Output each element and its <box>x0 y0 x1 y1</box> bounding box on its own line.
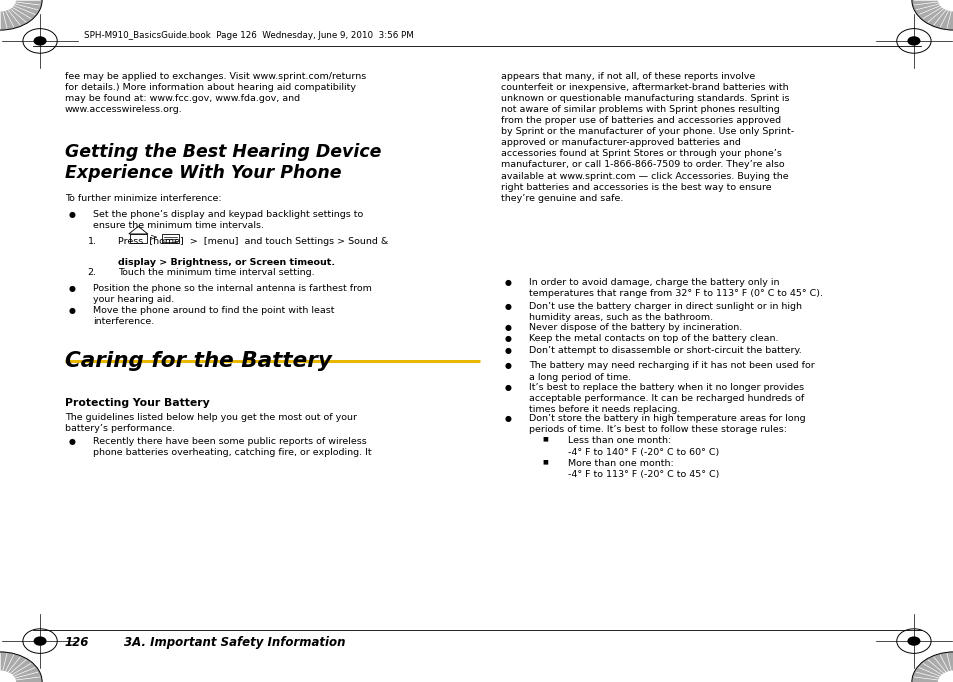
Text: ●: ● <box>69 210 75 219</box>
Circle shape <box>0 0 42 30</box>
Text: SPH-M910_BasicsGuide.book  Page 126  Wednesday, June 9, 2010  3:56 PM: SPH-M910_BasicsGuide.book Page 126 Wedne… <box>84 31 414 40</box>
Text: More than one month:
-4° F to 113° F (-20° C to 45° C): More than one month: -4° F to 113° F (-2… <box>567 459 719 479</box>
Text: 1.: 1. <box>88 237 96 246</box>
Text: ●: ● <box>504 334 511 343</box>
Text: The guidelines listed below help you get the most out of your
battery’s performa: The guidelines listed below help you get… <box>65 413 356 433</box>
Text: The battery may need recharging if it has not been used for
a long period of tim: The battery may need recharging if it ha… <box>529 361 815 381</box>
Text: Touch the minimum time interval setting.: Touch the minimum time interval setting. <box>118 268 314 277</box>
Text: ■: ■ <box>542 436 548 441</box>
Text: >: > <box>150 232 157 241</box>
Text: Move the phone around to find the point with least
interference.: Move the phone around to find the point … <box>93 306 335 326</box>
Text: ●: ● <box>504 383 511 392</box>
Bar <box>162 234 179 243</box>
Text: 126: 126 <box>65 636 90 649</box>
Text: Set the phone’s display and keypad backlight settings to
ensure the minimum time: Set the phone’s display and keypad backl… <box>93 210 363 230</box>
Text: Don’t attempt to disassemble or short-circuit the battery.: Don’t attempt to disassemble or short-ci… <box>529 346 801 355</box>
Text: fee may be applied to exchanges. Visit www.sprint.com/returns
for details.) More: fee may be applied to exchanges. Visit w… <box>65 72 366 114</box>
Text: Getting the Best Hearing Device
Experience With Your Phone: Getting the Best Hearing Device Experien… <box>65 143 381 182</box>
Bar <box>130 234 147 243</box>
Text: ●: ● <box>504 302 511 311</box>
Text: display > Brightness, or Screen timeout.: display > Brightness, or Screen timeout. <box>118 258 335 267</box>
Text: appears that many, if not all, of these reports involve
counterfeit or inexpensi: appears that many, if not all, of these … <box>500 72 793 203</box>
Text: Position the phone so the internal antenna is farthest from
your hearing aid.: Position the phone so the internal anten… <box>93 284 372 304</box>
Text: Recently there have been some public reports of wireless
phone batteries overhea: Recently there have been some public rep… <box>93 437 372 457</box>
Text: Keep the metal contacts on top of the battery clean.: Keep the metal contacts on top of the ba… <box>529 334 779 343</box>
Text: In order to avoid damage, charge the battery only in
temperatures that range fro: In order to avoid damage, charge the bat… <box>529 278 822 298</box>
Text: Protecting Your Battery: Protecting Your Battery <box>65 398 210 409</box>
Circle shape <box>906 36 920 46</box>
Text: Never dispose of the battery by incineration.: Never dispose of the battery by incinera… <box>529 323 742 331</box>
Circle shape <box>33 636 47 646</box>
Text: ●: ● <box>504 361 511 370</box>
Text: ●: ● <box>504 346 511 355</box>
Text: Don’t store the battery in high temperature areas for long
periods of time. It’s: Don’t store the battery in high temperat… <box>529 414 805 434</box>
Text: ●: ● <box>504 278 511 287</box>
Circle shape <box>937 0 953 12</box>
Circle shape <box>33 36 47 46</box>
Text: ●: ● <box>69 284 75 293</box>
Text: ●: ● <box>69 437 75 446</box>
Text: ■: ■ <box>542 459 548 464</box>
Text: To further minimize interference:: To further minimize interference: <box>65 194 221 203</box>
Text: Press  [home]  >  [menu]  and touch Settings > Sound &: Press [home] > [menu] and touch Settings… <box>118 237 388 246</box>
Text: ●: ● <box>69 306 75 315</box>
Circle shape <box>937 670 953 682</box>
Circle shape <box>906 636 920 646</box>
Text: Less than one month:
-4° F to 140° F (-20° C to 60° C): Less than one month: -4° F to 140° F (-2… <box>567 436 719 456</box>
Circle shape <box>0 652 42 682</box>
Circle shape <box>0 670 16 682</box>
Circle shape <box>911 652 953 682</box>
Text: It’s best to replace the battery when it no longer provides
acceptable performan: It’s best to replace the battery when it… <box>529 383 804 415</box>
Text: ●: ● <box>504 323 511 331</box>
Text: ●: ● <box>504 414 511 423</box>
Circle shape <box>0 0 16 12</box>
Circle shape <box>911 0 953 30</box>
Text: Caring for the Battery: Caring for the Battery <box>65 351 332 370</box>
Text: 3A. Important Safety Information: 3A. Important Safety Information <box>124 636 345 649</box>
Text: Don’t use the battery charger in direct sunlight or in high
humidity areas, such: Don’t use the battery charger in direct … <box>529 302 801 322</box>
Text: 2.: 2. <box>88 268 96 277</box>
